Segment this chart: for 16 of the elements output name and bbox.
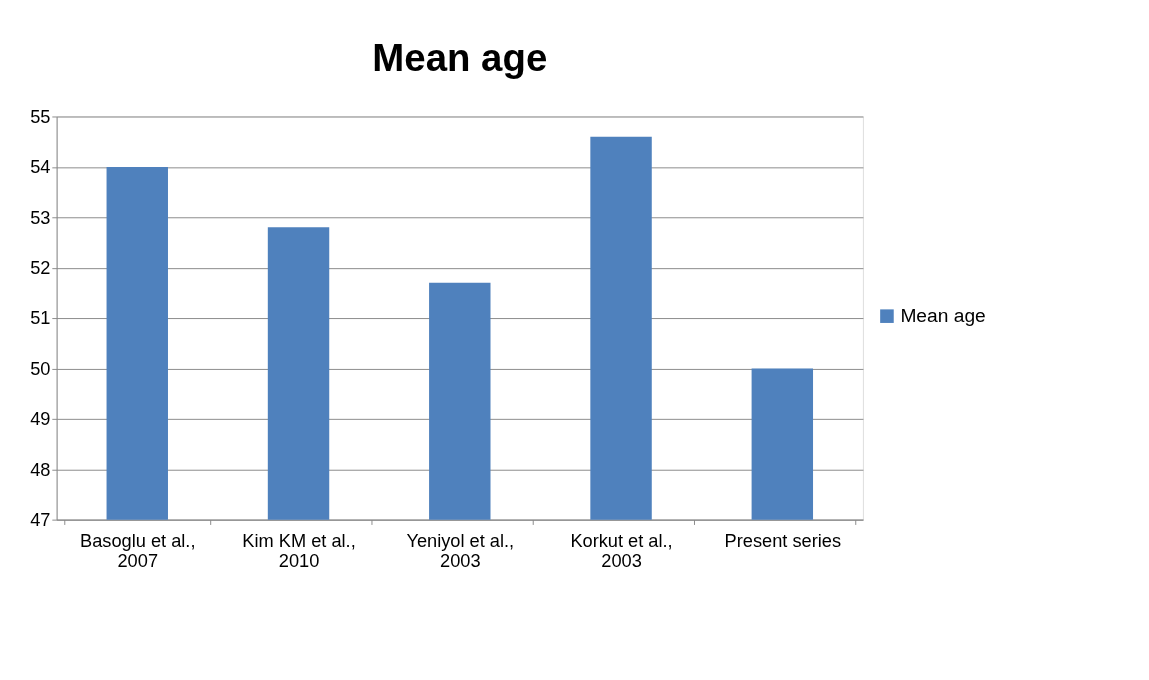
y-tick-label: 47: [30, 508, 51, 530]
x-tick-label: Kim KM et al., 2010: [242, 530, 356, 572]
x-tick-label: Basoglu et al., 2007: [80, 530, 196, 572]
y-tick-label: 55: [30, 105, 51, 127]
x-tick-label: Present series: [724, 530, 842, 552]
legend-label: Mean age: [900, 304, 986, 326]
y-tick-label: 49: [30, 408, 51, 430]
x-tick-label: Yeniyol et al., 2003: [406, 530, 515, 572]
y-tick-label: 54: [30, 156, 51, 178]
chart-title: Mean age: [372, 36, 548, 80]
y-tick-label: 51: [30, 307, 51, 329]
y-tick-label: 48: [30, 458, 51, 480]
x-tick-label: Korkut et al., 2003: [570, 530, 673, 572]
y-tick-label: 53: [30, 206, 51, 228]
y-tick-label: 52: [30, 256, 51, 278]
y-tick-label: 50: [30, 357, 51, 379]
